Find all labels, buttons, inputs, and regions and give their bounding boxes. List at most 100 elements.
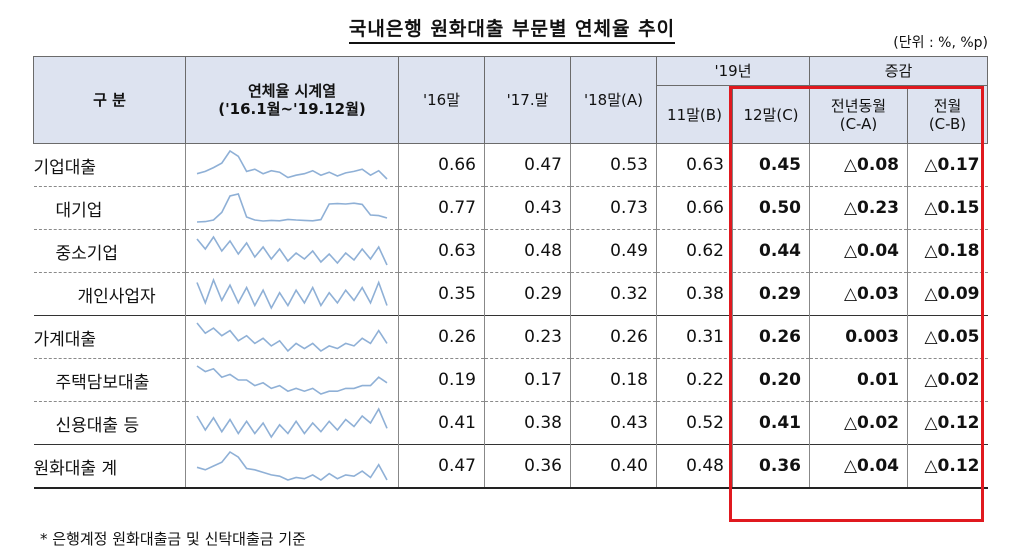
header-mom-line1: 전월 [933,96,962,115]
row-label: 가계대출 [33,315,186,359]
sparkline [196,193,388,223]
sparkline-series [196,322,388,353]
cell-nov: 0.48 [656,444,733,489]
header-y19: '19년 [656,55,810,87]
cell-y18: 0.26 [570,315,657,359]
cell-y18: 0.18 [570,358,657,402]
header-series-line2: ('16.1월~'19.12월) [218,100,366,118]
row-label: 개인사업자 [33,272,186,316]
page-title: 국내은행 원화대출 부문별 연체율 추이 [0,14,1024,44]
cell-yoy: △0.08 [809,143,908,187]
unit-label: (단위 : %, %p) [893,35,988,51]
cell-yoy: △0.04 [809,444,908,489]
header-y16: '16말 [398,56,485,144]
cell-yoy: △0.04 [809,229,908,273]
header-nov: 11말(B) [656,85,733,144]
sparkline-series [196,235,388,266]
cell-y16: 0.47 [398,444,485,489]
cell-y17: 0.48 [484,229,571,273]
cell-nov: 0.31 [656,315,733,359]
header-change: 증감 [809,55,988,87]
header-yoy-line2: (C-A) [839,114,878,133]
sparkline-cell [185,229,399,273]
sparkline-cell [185,401,399,445]
table-row: 신용대출 등 0.41 0.38 0.43 0.52 0.41 △0.02 △0.12 [33,401,988,445]
cell-y18: 0.53 [570,143,657,187]
cell-dec: 0.44 [732,229,810,273]
header-series: 연체율 시계열 ('16.1월~'19.12월) [185,56,399,144]
cell-y16: 0.35 [398,272,485,316]
header-dec: 12말(C) [732,85,810,144]
cell-mom: △0.17 [907,143,988,187]
header-row-1: 구 분 연체율 시계열 ('16.1월~'19.12월) '16말 '17.말 … [33,55,988,144]
cell-yoy: △0.02 [809,401,908,445]
cell-mom: △0.12 [907,444,988,489]
cell-nov: 0.22 [656,358,733,402]
table-row: 중소기업 0.63 0.48 0.49 0.62 0.44 △0.04 △0.18 [33,229,988,273]
cell-mom: △0.09 [907,272,988,316]
sparkline-series [196,193,388,223]
sparkline-cell [185,444,399,489]
cell-nov: 0.52 [656,401,733,445]
header-yoy: 전년동월 (C-A) [809,85,908,144]
table-body: 기업대출 0.66 0.47 0.53 0.63 0.45 △0.08 △0.17 대기업 0.7… [33,143,988,489]
cell-y17: 0.47 [484,143,571,187]
cell-y18: 0.40 [570,444,657,489]
header-mom-line2: (C-B) [928,114,967,133]
header-category: 구 분 [33,56,186,144]
sparkline-series [196,450,388,481]
table-row: 개인사업자 0.35 0.29 0.32 0.38 0.29 △0.03 △0.09 [33,272,988,316]
cell-yoy: △0.23 [809,186,908,230]
row-label: 주택담보대출 [33,358,186,402]
cell-mom: △0.02 [907,358,988,402]
footnote: * 은행계정 원화대출금 및 신탁대출금 기준 [40,530,306,548]
cell-y16: 0.26 [398,315,485,359]
title-text: 국내은행 원화대출 부문별 연체율 추이 [348,18,676,44]
cell-nov: 0.62 [656,229,733,273]
row-label: 원화대출 계 [33,444,186,489]
sparkline [196,277,388,310]
sparkline-cell [185,358,399,402]
cell-dec: 0.36 [732,444,810,489]
table-row: 주택담보대출 0.19 0.17 0.18 0.22 0.20 0.01 △0.02 [33,358,988,402]
sparkline [196,322,388,353]
cell-y17: 0.17 [484,358,571,402]
sparkline-cell [185,272,399,316]
cell-y17: 0.23 [484,315,571,359]
cell-y18: 0.49 [570,229,657,273]
header-yoy-line1: 전년동월 [830,96,887,115]
cell-y18: 0.32 [570,272,657,316]
cell-dec: 0.20 [732,358,810,402]
header-row-2: 11말(B) 12말(C) 전년동월 (C-A) 전월 (C-B) [34,85,988,144]
header-series-line1: 연체율 시계열 [247,82,337,100]
cell-y17: 0.38 [484,401,571,445]
sparkline-cell [185,143,399,187]
sparkline-series [196,365,388,395]
cell-mom: △0.15 [907,186,988,230]
table-row: 원화대출 계 0.47 0.36 0.40 0.48 0.36 △0.04 △0.12 [33,444,988,489]
cell-mom: △0.12 [907,401,988,445]
sparkline-cell [185,186,399,230]
row-label: 중소기업 [33,229,186,273]
header-mom: 전월 (C-B) [907,85,988,144]
row-label: 기업대출 [33,143,186,187]
cell-yoy: 0.003 [809,315,908,359]
header-y18: '18말(A) [570,56,657,144]
sparkline [196,407,388,439]
cell-mom: △0.18 [907,229,988,273]
delinquency-table: 구 분 연체율 시계열 ('16.1월~'19.12월) '16말 '17.말 … [33,55,988,489]
sparkline-series [196,149,388,180]
cell-y16: 0.63 [398,229,485,273]
table-row: 대기업 0.77 0.43 0.73 0.66 0.50 △0.23 △0.15 [33,186,988,230]
cell-y18: 0.73 [570,186,657,230]
cell-dec: 0.45 [732,143,810,187]
table-row: 가계대출 0.26 0.23 0.26 0.31 0.26 0.003 △0.05 [33,315,988,359]
cell-mom: △0.05 [907,315,988,359]
cell-nov: 0.63 [656,143,733,187]
cell-dec: 0.50 [732,186,810,230]
cell-y16: 0.77 [398,186,485,230]
cell-nov: 0.66 [656,186,733,230]
cell-y16: 0.66 [398,143,485,187]
cell-y17: 0.29 [484,272,571,316]
sparkline-series [196,277,388,310]
